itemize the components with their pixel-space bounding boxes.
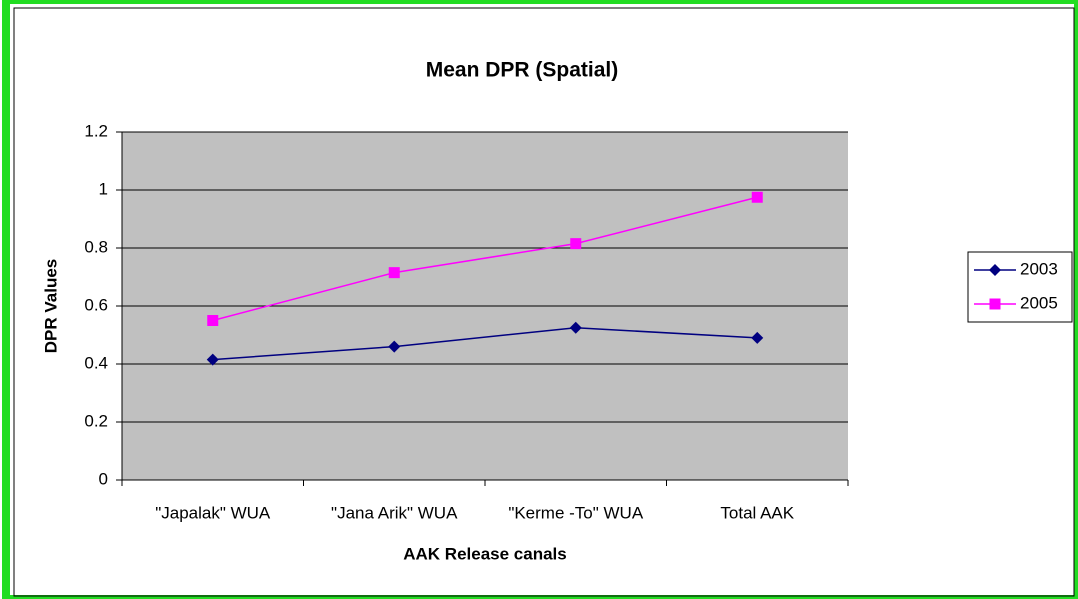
- legend-label: 2005: [1020, 293, 1058, 312]
- y-tick-label: 0.6: [84, 295, 108, 314]
- y-tick-label: 0.4: [84, 353, 108, 372]
- y-tick-label: 1: [99, 179, 108, 198]
- y-tick-label: 1.2: [84, 121, 108, 140]
- chart-title: Mean DPR (Spatial): [426, 59, 619, 82]
- data-point: [751, 331, 764, 344]
- data-point: [207, 315, 219, 326]
- series-line: [212, 326, 758, 361]
- y-tick-label: 0.8: [84, 237, 108, 256]
- frame-left: [4, 2, 10, 597]
- chart-border: [13, 7, 1075, 597]
- x-tick-label: Total AAK: [720, 503, 794, 522]
- y-axis-label: DPR Values: [41, 259, 60, 354]
- data-point: [206, 353, 219, 366]
- legend: [967, 251, 1073, 323]
- y-tick-label: 0.2: [84, 411, 108, 430]
- data-point: [388, 340, 401, 353]
- x-tick-label: "Japalak" WUA: [155, 503, 271, 522]
- data-point: [388, 267, 400, 279]
- x-tick-label: "Jana Arik" WUA: [331, 503, 458, 522]
- data-point: [751, 191, 763, 203]
- legend-label: 2003: [1020, 259, 1058, 278]
- data-point: [569, 321, 582, 334]
- x-axis-label: AAK Release canals: [403, 544, 566, 563]
- series-line: [212, 196, 758, 322]
- legend-marker: [989, 298, 1001, 310]
- data-point: [570, 238, 582, 250]
- x-tick-label: "Kerme -To" WUA: [508, 503, 644, 522]
- legend-marker: [989, 264, 1001, 276]
- y-tick-label: 0: [99, 469, 108, 488]
